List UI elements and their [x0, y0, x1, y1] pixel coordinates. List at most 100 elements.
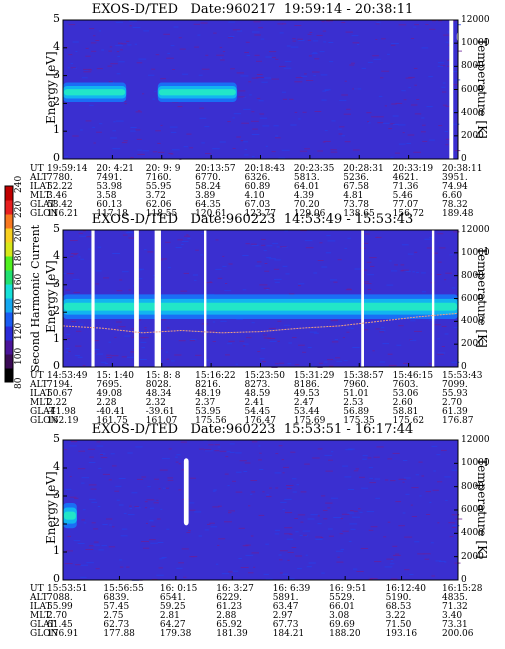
table-cell: 15:46:15 — [392, 371, 434, 381]
speckle-mark — [298, 344, 305, 346]
speckle-mark — [307, 39, 311, 41]
speckle-mark — [391, 270, 398, 272]
speckle-mark — [186, 234, 189, 236]
speckle-mark — [190, 556, 198, 558]
speckle-mark — [220, 57, 223, 59]
speckle-mark — [129, 505, 132, 507]
speckle-mark — [440, 65, 446, 67]
speckle-mark — [85, 549, 94, 550]
table-cell: 176.87 — [442, 416, 474, 426]
speckle-mark — [405, 270, 411, 272]
speckle-mark — [152, 151, 158, 153]
speckle-mark — [263, 287, 270, 289]
speckle-mark — [264, 263, 268, 264]
speckle-mark — [395, 102, 403, 104]
speckle-mark — [195, 249, 199, 251]
speckle-mark — [123, 512, 127, 514]
speckle-mark — [312, 71, 320, 73]
speckle-mark — [337, 556, 340, 558]
speckle-mark — [357, 44, 360, 45]
speckle-mark — [110, 137, 117, 139]
table-row-label: MLT — [30, 398, 51, 408]
speckle-mark — [208, 330, 216, 332]
speckle-mark — [325, 470, 333, 472]
table-row-label: MLT — [30, 611, 51, 621]
speckle-mark — [230, 68, 235, 70]
speckle-mark — [452, 525, 460, 527]
speckle-mark — [116, 290, 123, 292]
table-cell: 58.42 — [47, 200, 73, 210]
speckle-mark — [67, 338, 71, 339]
speckle-mark — [251, 491, 256, 493]
y2-tick-label: 4000 — [461, 528, 484, 539]
table-cell: 20:33:19 — [392, 164, 434, 174]
speckle-mark — [345, 31, 353, 33]
speckle-mark — [315, 538, 323, 540]
speckle-mark — [407, 253, 414, 255]
speckle-mark — [275, 529, 280, 531]
speckle-mark — [252, 31, 260, 33]
speckle-mark — [261, 238, 266, 240]
speckle-mark — [258, 100, 264, 102]
table-cell: 3.08 — [329, 611, 350, 621]
speckle-mark — [266, 257, 272, 259]
speckle-mark — [112, 526, 115, 528]
speckle-mark — [96, 131, 102, 133]
speckle-mark — [212, 148, 220, 150]
speckle-mark — [328, 535, 334, 537]
table-cell: 156.72 — [392, 209, 425, 219]
y-tick-label: 2 — [53, 304, 60, 318]
speckle-mark — [156, 574, 164, 576]
speckle-mark — [444, 561, 447, 563]
speckle-mark — [142, 150, 149, 152]
speckle-mark — [159, 469, 168, 471]
speckle-mark — [455, 518, 463, 520]
data-gap — [154, 230, 161, 367]
speckle-mark — [142, 93, 145, 95]
data-gap — [183, 458, 189, 526]
speckle-mark — [367, 61, 373, 63]
speckle-mark — [279, 32, 284, 34]
speckle-mark — [95, 270, 102, 272]
speckle-mark — [286, 45, 291, 47]
speckle-mark — [322, 141, 326, 143]
speckle-mark — [390, 578, 398, 580]
speckle-mark — [229, 443, 235, 445]
table-cell: 176.47 — [244, 416, 277, 426]
speckle-mark — [287, 363, 292, 365]
speckle-mark — [405, 493, 410, 495]
speckle-mark — [206, 293, 215, 295]
table-cell: 20:23:35 — [293, 164, 335, 174]
speckle-mark — [141, 476, 147, 478]
speckle-mark — [98, 549, 104, 551]
speckle-mark — [65, 351, 69, 353]
speckle-mark — [91, 340, 99, 342]
data-gap — [204, 230, 207, 367]
table-cell: 175.69 — [293, 416, 326, 426]
table-row-label: GLAT — [30, 200, 56, 210]
speckle-mark — [322, 509, 328, 511]
speckle-mark — [297, 514, 306, 516]
speckle-mark — [284, 61, 292, 63]
speckle-mark — [81, 519, 85, 521]
speckle-mark — [329, 365, 334, 367]
speckle-mark — [289, 98, 294, 100]
speckle-mark — [180, 290, 188, 292]
speckle-mark — [243, 343, 249, 345]
speckle-mark — [394, 264, 398, 266]
speckle-mark — [302, 111, 307, 113]
table-cell: 181.39 — [216, 629, 248, 639]
table-cell: 161.07 — [145, 416, 178, 426]
speckle-mark — [110, 453, 115, 455]
speckle-mark — [126, 40, 130, 42]
speckle-mark — [222, 255, 225, 257]
speckle-mark — [174, 354, 182, 356]
speckle-mark — [66, 348, 70, 350]
speckle-mark — [392, 123, 399, 125]
table-cell: 116.21 — [47, 209, 79, 219]
speckle-mark — [224, 473, 229, 475]
table-cell: 7960. — [343, 380, 370, 390]
speckle-mark — [244, 462, 251, 464]
speckle-mark — [100, 454, 103, 455]
table-cell: 3951. — [442, 173, 468, 183]
